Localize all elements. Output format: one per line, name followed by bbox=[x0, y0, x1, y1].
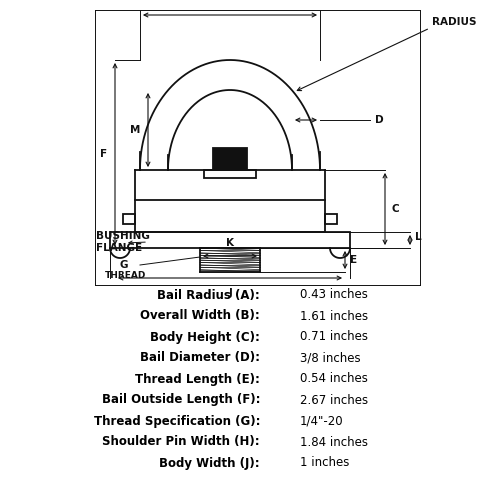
Bar bbox=[110, 232, 350, 248]
Text: Bail Diameter (D):: Bail Diameter (D): bbox=[140, 352, 260, 364]
Text: 1.84 inches: 1.84 inches bbox=[300, 436, 368, 448]
Text: L: L bbox=[415, 232, 422, 242]
Bar bbox=[123, 214, 135, 224]
Text: BUSHING
FLANGE: BUSHING FLANGE bbox=[96, 231, 150, 253]
Text: Body Width (J):: Body Width (J): bbox=[160, 456, 260, 469]
Text: F: F bbox=[100, 149, 107, 159]
Text: D: D bbox=[375, 115, 384, 125]
Bar bbox=[325, 214, 337, 224]
Text: Bail Radius (A):: Bail Radius (A): bbox=[157, 288, 260, 302]
Text: C: C bbox=[391, 204, 398, 214]
Text: 0.54 inches: 0.54 inches bbox=[300, 372, 368, 386]
Text: M: M bbox=[130, 125, 140, 135]
Text: 2.67 inches: 2.67 inches bbox=[300, 394, 368, 406]
Text: RADIUS: RADIUS bbox=[432, 17, 476, 27]
Text: THREAD: THREAD bbox=[105, 270, 146, 280]
Text: 1.61 inches: 1.61 inches bbox=[300, 310, 368, 322]
Text: J: J bbox=[228, 288, 232, 298]
Text: 0.43 inches: 0.43 inches bbox=[300, 288, 368, 302]
Text: Thread Specification (G):: Thread Specification (G): bbox=[94, 414, 260, 428]
Text: Body Height (C):: Body Height (C): bbox=[150, 330, 260, 344]
Text: Overall Width (B):: Overall Width (B): bbox=[140, 310, 260, 322]
Text: Thread Length (E):: Thread Length (E): bbox=[135, 372, 260, 386]
Text: Shoulder Pin Width (H):: Shoulder Pin Width (H): bbox=[102, 436, 260, 448]
Bar bbox=[204, 170, 256, 178]
Text: K: K bbox=[226, 238, 234, 248]
Bar bbox=[213, 148, 247, 170]
Text: 1 inches: 1 inches bbox=[300, 456, 350, 469]
Text: 0.71 inches: 0.71 inches bbox=[300, 330, 368, 344]
Text: 1/4"-20: 1/4"-20 bbox=[300, 414, 344, 428]
Text: 3/8 inches: 3/8 inches bbox=[300, 352, 360, 364]
Text: E: E bbox=[350, 255, 357, 265]
Text: Bail Outside Length (F):: Bail Outside Length (F): bbox=[102, 394, 260, 406]
Text: G: G bbox=[120, 260, 128, 270]
